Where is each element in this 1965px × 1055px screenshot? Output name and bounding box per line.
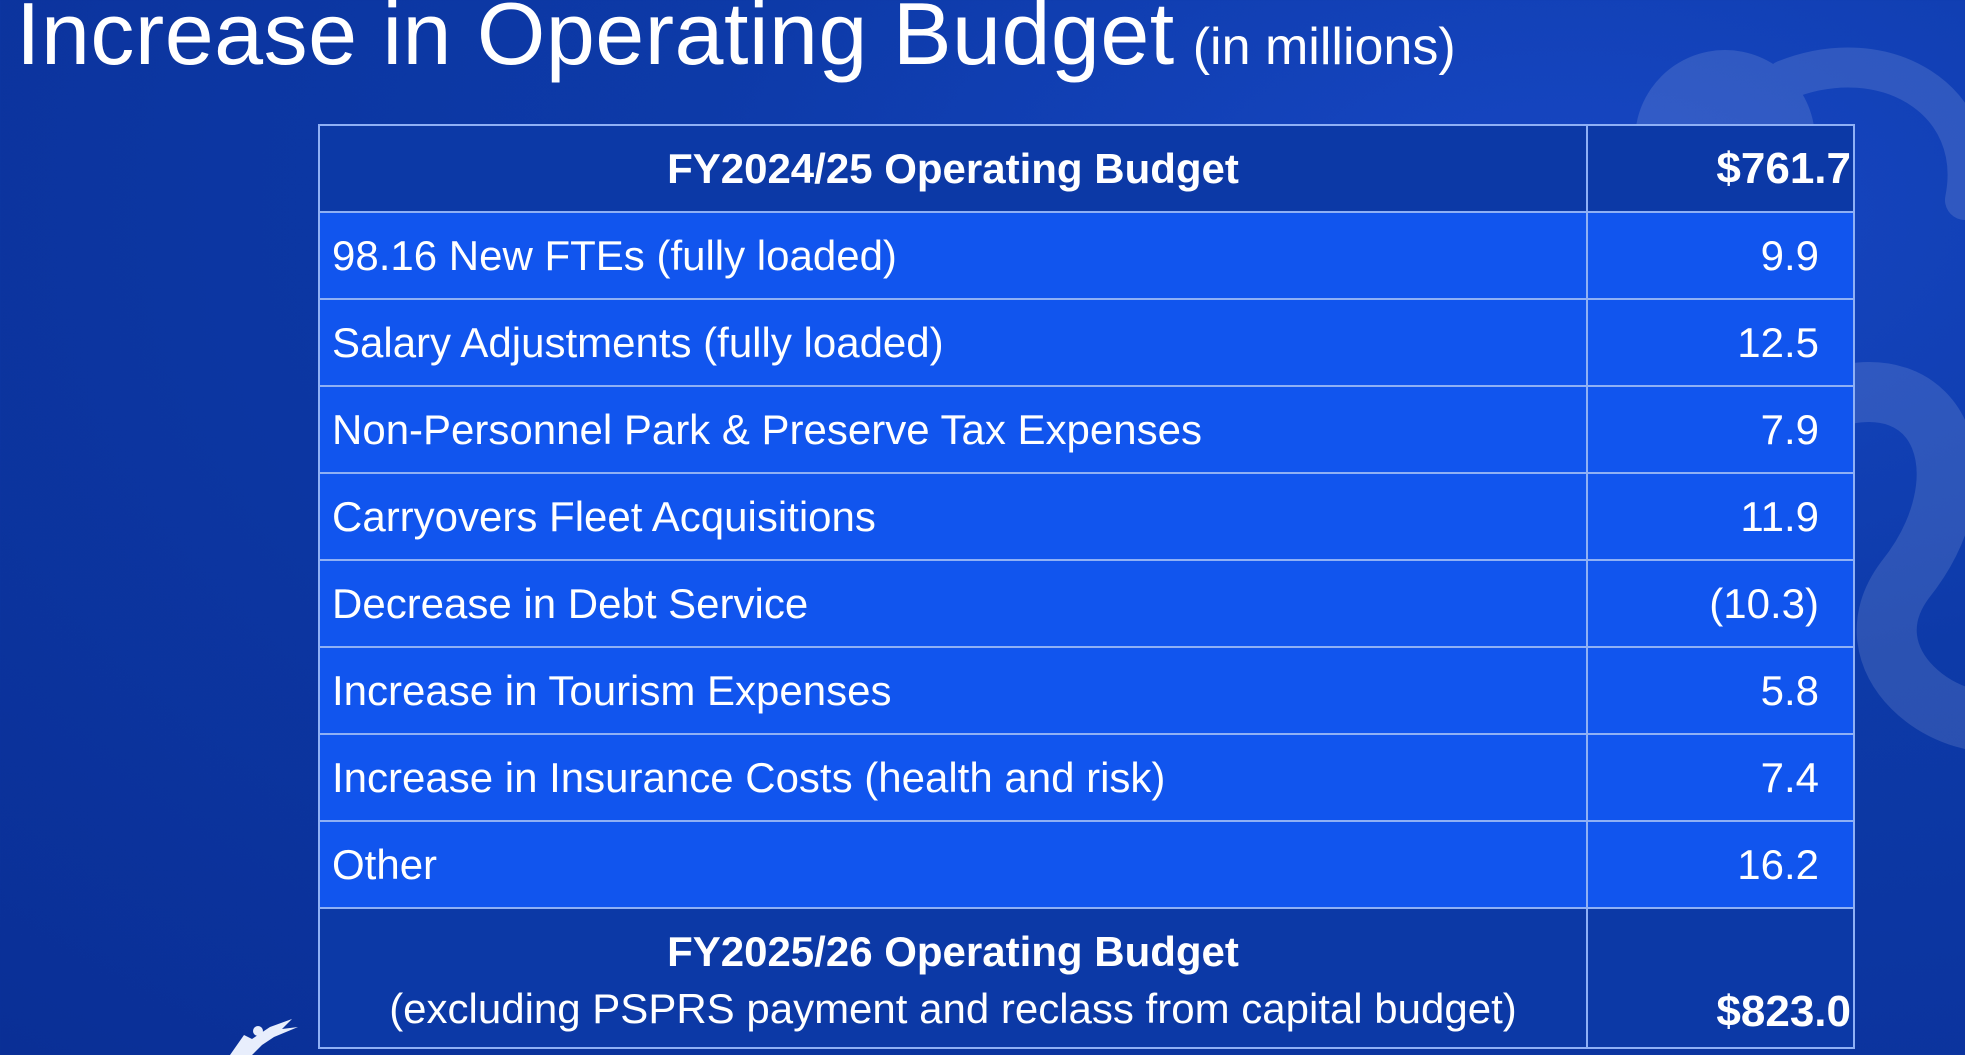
row-value: 11.9 xyxy=(1585,472,1856,561)
header-value: $761.7 xyxy=(1585,124,1856,213)
row-value: (10.3) xyxy=(1585,559,1856,648)
row-value: 7.9 xyxy=(1585,385,1856,474)
page-title: Increase in Operating Budget (in millions… xyxy=(16,0,1456,83)
row-label: Increase in Tourism Expenses xyxy=(318,646,1588,735)
table-row: 98.16 New FTEs (fully loaded) 9.9 xyxy=(318,211,1856,300)
total-label-note: (excluding PSPRS payment and reclass fro… xyxy=(389,985,1517,1032)
row-value: 7.4 xyxy=(1585,733,1856,822)
row-label: 98.16 New FTEs (fully loaded) xyxy=(318,211,1588,300)
row-value: 16.2 xyxy=(1585,820,1856,909)
row-label: Carryovers Fleet Acquisitions xyxy=(318,472,1588,561)
total-value: $823.0 xyxy=(1585,907,1856,1049)
page-title-main: Increase in Operating Budget xyxy=(16,0,1175,83)
phoenix-figure-logo xyxy=(230,1019,298,1055)
row-label: Increase in Insurance Costs (health and … xyxy=(318,733,1588,822)
row-label: Non-Personnel Park & Preserve Tax Expens… xyxy=(318,385,1588,474)
table-header-row: FY2024/25 Operating Budget $761.7 xyxy=(318,124,1856,213)
table-row: Decrease in Debt Service (10.3) xyxy=(318,559,1856,648)
total-label: FY2025/26 Operating Budget (excluding PS… xyxy=(318,907,1588,1049)
table-row: Increase in Tourism Expenses 5.8 xyxy=(318,646,1856,735)
row-label: Other xyxy=(318,820,1588,909)
row-value: 12.5 xyxy=(1585,298,1856,387)
row-value: 5.8 xyxy=(1585,646,1856,735)
row-label: Decrease in Debt Service xyxy=(318,559,1588,648)
budget-table: FY2024/25 Operating Budget $761.7 98.16 … xyxy=(318,124,1856,1049)
page-title-units: (in millions) xyxy=(1192,18,1456,76)
table-row: Other 16.2 xyxy=(318,820,1856,909)
total-label-title: FY2025/26 Operating Budget xyxy=(667,928,1239,976)
table-row: Increase in Insurance Costs (health and … xyxy=(318,733,1856,822)
table-row: Non-Personnel Park & Preserve Tax Expens… xyxy=(318,385,1856,474)
header-label: FY2024/25 Operating Budget xyxy=(318,124,1588,213)
row-value: 9.9 xyxy=(1585,211,1856,300)
table-row: Salary Adjustments (fully loaded) 12.5 xyxy=(318,298,1856,387)
table-total-row: FY2025/26 Operating Budget (excluding PS… xyxy=(318,907,1856,1049)
table-row: Carryovers Fleet Acquisitions 11.9 xyxy=(318,472,1856,561)
row-label: Salary Adjustments (fully loaded) xyxy=(318,298,1588,387)
